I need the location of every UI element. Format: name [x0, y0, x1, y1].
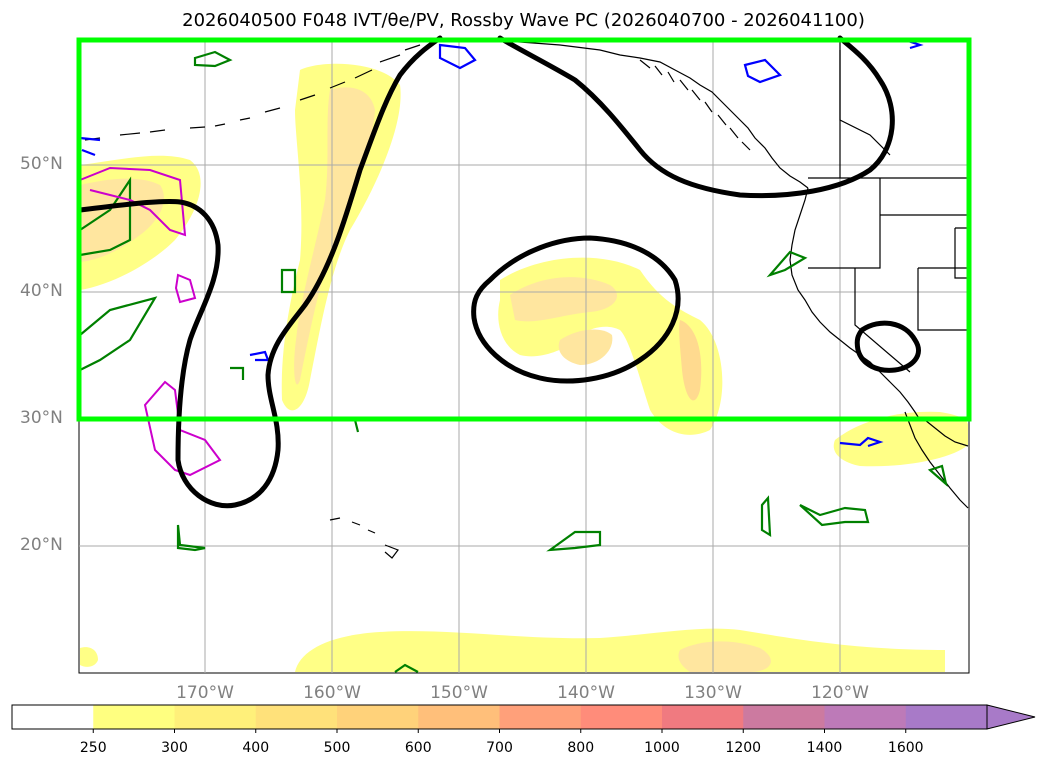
hawaii-islands	[329, 517, 399, 559]
ivt-south-core	[678, 641, 771, 672]
colorbar-tick-label: 700	[486, 740, 513, 756]
lat-label-20n: 20°N	[20, 535, 63, 555]
map-panel	[76, 35, 972, 674]
theta-e-contours	[79, 50, 948, 673]
colorbar-bin	[662, 705, 744, 729]
colorbar-tick-label: 1200	[725, 740, 762, 756]
colorbar-extend-arrow	[986, 704, 1036, 730]
ivt-northwest-core	[80, 178, 164, 262]
ivt-sw-corner	[80, 647, 98, 667]
lat-label-40n: 40°N	[20, 281, 63, 301]
lon-label-130w: 130°W	[684, 683, 742, 703]
map-title: 2026040500 F048 IVT/θe/PV, Rossby Wave P…	[182, 10, 865, 31]
lon-label-120w: 120°W	[811, 683, 869, 703]
rossby-wave-pc-contours	[77, 35, 921, 509]
mexico-coast	[924, 419, 969, 447]
pc-contour-cutoff	[471, 235, 681, 384]
lon-label-150w: 150°W	[430, 683, 488, 703]
pc-contour-north	[497, 35, 895, 199]
alaska-coast	[479, 39, 809, 189]
colorbar-bin	[12, 705, 94, 729]
colorbar	[11, 704, 1036, 733]
colorbar-tick-label: 300	[161, 740, 188, 756]
bc-islands	[639, 59, 751, 151]
ivt-baja	[833, 411, 968, 467]
us-west-coast	[789, 187, 921, 421]
colorbar-tick-label: 400	[242, 740, 270, 756]
colorbar-bin	[905, 705, 988, 729]
lon-label-160w: 160°W	[303, 683, 361, 703]
ivt-shading	[80, 63, 968, 672]
coastlines	[84, 38, 969, 559]
lat-label-30n: 30°N	[20, 408, 63, 428]
colorbar-bin	[499, 705, 582, 729]
lon-label-170w: 170°W	[176, 683, 234, 703]
colorbar-bin	[93, 705, 175, 729]
colorbar-tick-label: 1400	[806, 740, 843, 756]
colorbar-tick-label: 500	[323, 740, 351, 756]
colorbar-bin	[418, 705, 500, 729]
ivt-cutoff-core	[510, 277, 618, 322]
pv-magenta-contours	[79, 166, 222, 477]
ivt-plume-core	[294, 87, 375, 385]
ivt-south-band	[295, 628, 945, 672]
pc-contour-east	[854, 320, 921, 373]
alaska-border	[839, 38, 891, 156]
colorbar-bin	[824, 705, 907, 729]
colorbar-bin	[255, 705, 338, 729]
colorbar-bin	[174, 705, 257, 729]
highlight-box	[76, 37, 972, 422]
colorbar-bin	[743, 705, 825, 729]
lon-label-140w: 140°W	[557, 683, 615, 703]
lat-label-50n: 50°N	[20, 154, 63, 174]
baja-coast	[904, 411, 969, 509]
ivt-cutoff-core2	[679, 320, 702, 401]
pc-contour-west	[77, 35, 443, 509]
colorbar-tick-label: 250	[79, 740, 107, 756]
colorbar-bin	[337, 705, 419, 729]
colorbar-tick-label: 1000	[644, 740, 680, 756]
colorbar-tick-label: 1600	[887, 740, 924, 756]
colorbar-tick-label: 600	[404, 740, 432, 756]
colorbar-tick-label: 800	[567, 740, 595, 756]
colorbar-bin	[580, 705, 663, 729]
